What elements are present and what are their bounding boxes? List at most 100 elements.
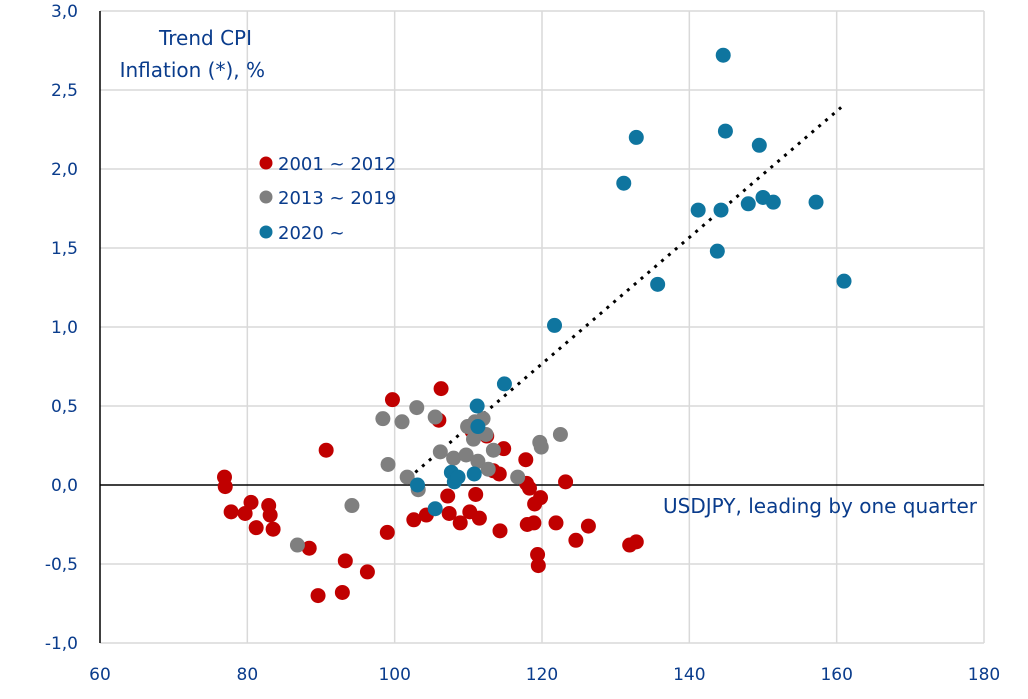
data-point — [521, 480, 537, 496]
data-point — [379, 524, 395, 540]
y-tick-label: 2,0 — [51, 160, 78, 180]
data-point — [452, 515, 468, 531]
data-point — [440, 488, 456, 504]
data-point — [318, 442, 334, 458]
data-point — [380, 456, 396, 472]
series-2 — [410, 47, 852, 517]
legend-marker-teal — [259, 225, 273, 239]
y-tick-label: -0,5 — [45, 555, 78, 575]
data-point — [751, 137, 767, 153]
data-point — [808, 194, 824, 210]
data-point — [715, 47, 731, 63]
data-point — [344, 498, 360, 514]
data-point — [427, 409, 443, 425]
series-1 — [289, 400, 568, 553]
x-tick-label: 100 — [378, 665, 410, 685]
data-point — [450, 469, 466, 485]
legend-label: 2013 ~ 2019 — [278, 188, 396, 209]
series-0 — [216, 381, 644, 604]
trend-line — [414, 106, 843, 474]
trendline — [414, 106, 843, 474]
data-point — [427, 501, 443, 517]
data-point — [533, 439, 549, 455]
y-axis-label-line2: Inflation (*), % — [120, 58, 265, 82]
data-point — [530, 547, 546, 563]
legend-marker-red — [259, 156, 273, 170]
data-point — [384, 392, 400, 408]
data-point — [243, 494, 259, 510]
legend-item-2013-2019: 2013 ~ 2019 — [259, 188, 396, 209]
gridlines — [100, 10, 985, 644]
y-tick-label: 1,5 — [51, 239, 78, 259]
legend: 2001 ~ 2012 2013 ~ 2019 2020 ~ — [259, 154, 396, 244]
data-point — [469, 398, 485, 414]
data-point — [334, 584, 350, 600]
data-point — [765, 194, 781, 210]
data-point — [740, 196, 756, 212]
data-point — [530, 558, 546, 574]
data-point — [441, 505, 457, 521]
data-point — [628, 129, 644, 145]
y-tick-labels: -1,0 -0,5 0,0 0,5 1,0 1,5 2,0 2,5 3,0 — [45, 2, 78, 654]
legend-item-2020: 2020 ~ — [259, 223, 345, 244]
y-tick-label: 3,0 — [51, 2, 78, 22]
axes — [99, 11, 984, 643]
data-point — [446, 450, 462, 466]
y-tick-label: 0,0 — [51, 476, 78, 496]
x-tick-label: 140 — [673, 665, 705, 685]
x-tick-label: 60 — [89, 665, 111, 685]
y-tick-label: 1,0 — [51, 318, 78, 338]
data-point — [628, 534, 644, 550]
data-point — [496, 376, 512, 392]
legend-label: 2020 ~ — [278, 223, 345, 244]
data-point — [552, 426, 568, 442]
x-tick-label: 120 — [526, 665, 558, 685]
data-point — [248, 520, 264, 536]
data-point — [616, 175, 632, 191]
data-point — [470, 453, 486, 469]
data-point — [394, 414, 410, 430]
data-point — [470, 419, 486, 435]
data-point — [485, 442, 501, 458]
data-point — [468, 486, 484, 502]
data-point — [409, 400, 425, 416]
x-tick-label: 80 — [237, 665, 259, 685]
data-point — [433, 381, 449, 397]
data-point — [310, 588, 326, 604]
x-tick-label: 180 — [968, 665, 1000, 685]
data-point — [471, 510, 487, 526]
data-point — [836, 273, 852, 289]
data-point — [518, 452, 534, 468]
data-point — [410, 477, 426, 493]
x-tick-label: 160 — [820, 665, 852, 685]
data-point — [265, 521, 281, 537]
data-point — [375, 411, 391, 427]
data-point — [301, 540, 317, 556]
data-point — [399, 469, 415, 485]
data-point — [217, 479, 233, 495]
x-axis-label: USDJPY, leading by one quarter — [663, 494, 978, 518]
data-point — [262, 507, 278, 523]
data-points — [216, 47, 852, 604]
data-point — [580, 518, 596, 534]
legend-label: 2001 ~ 2012 — [278, 154, 396, 175]
data-point — [568, 532, 584, 548]
data-point — [558, 474, 574, 490]
data-point — [359, 564, 375, 580]
data-point — [406, 512, 422, 528]
data-point — [466, 466, 482, 482]
data-point — [533, 490, 549, 506]
x-tick-labels: 60 80 100 120 140 160 180 — [89, 665, 1000, 685]
data-point — [713, 202, 729, 218]
y-axis-label-line1: Trend CPI — [158, 26, 252, 50]
y-tick-label: 0,5 — [51, 397, 78, 417]
legend-marker-gray — [259, 190, 273, 204]
data-point — [526, 515, 542, 531]
data-point — [337, 553, 353, 569]
data-point — [465, 431, 481, 447]
data-point — [480, 461, 496, 477]
data-point — [492, 523, 508, 539]
data-point — [223, 504, 239, 520]
data-point — [289, 537, 305, 553]
